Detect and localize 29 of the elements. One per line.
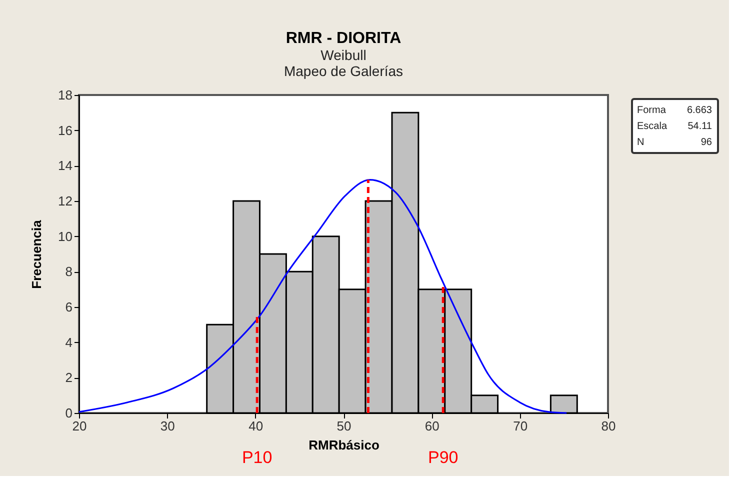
y-tick-label: 18 [58, 88, 72, 102]
annotation: P10 [242, 448, 272, 467]
x-tick-label: 80 [601, 418, 616, 434]
text: 6.663 [686, 105, 712, 116]
text: Forma [637, 105, 666, 116]
y-tick-label: 8 [65, 264, 72, 280]
chart-title: RMR - DIORITA [286, 30, 402, 47]
y-tick-label: 4 [65, 334, 72, 350]
x-tick-label: 30 [160, 418, 175, 434]
y-tick-label: 2 [65, 370, 72, 386]
text: N [637, 137, 644, 148]
x-tick-label: 40 [248, 418, 264, 434]
text: 96 [700, 137, 712, 148]
y-tick-label: 16 [58, 122, 72, 138]
x-tick-label: 20 [72, 418, 87, 434]
y-tick-label: 6 [65, 300, 72, 314]
text: 54.11 [688, 121, 712, 132]
y-tick-label: 10 [58, 228, 72, 244]
y-tick-label: 0 [65, 406, 72, 420]
x-tick-label: 50 [336, 418, 352, 434]
y-tick-label: 12 [58, 194, 72, 208]
x-tick-label: 70 [513, 418, 528, 434]
x-axis-title: RMRbásico [308, 438, 380, 452]
text: Escala [637, 121, 668, 132]
annotation: P90 [428, 448, 458, 467]
chart-subtitle: Weibull Mapeo de Galerías [284, 47, 404, 79]
y-tick-label: 14 [58, 158, 72, 174]
x-tick-label: 60 [424, 418, 440, 434]
y-axis-title: Frecuencia [29, 219, 44, 289]
